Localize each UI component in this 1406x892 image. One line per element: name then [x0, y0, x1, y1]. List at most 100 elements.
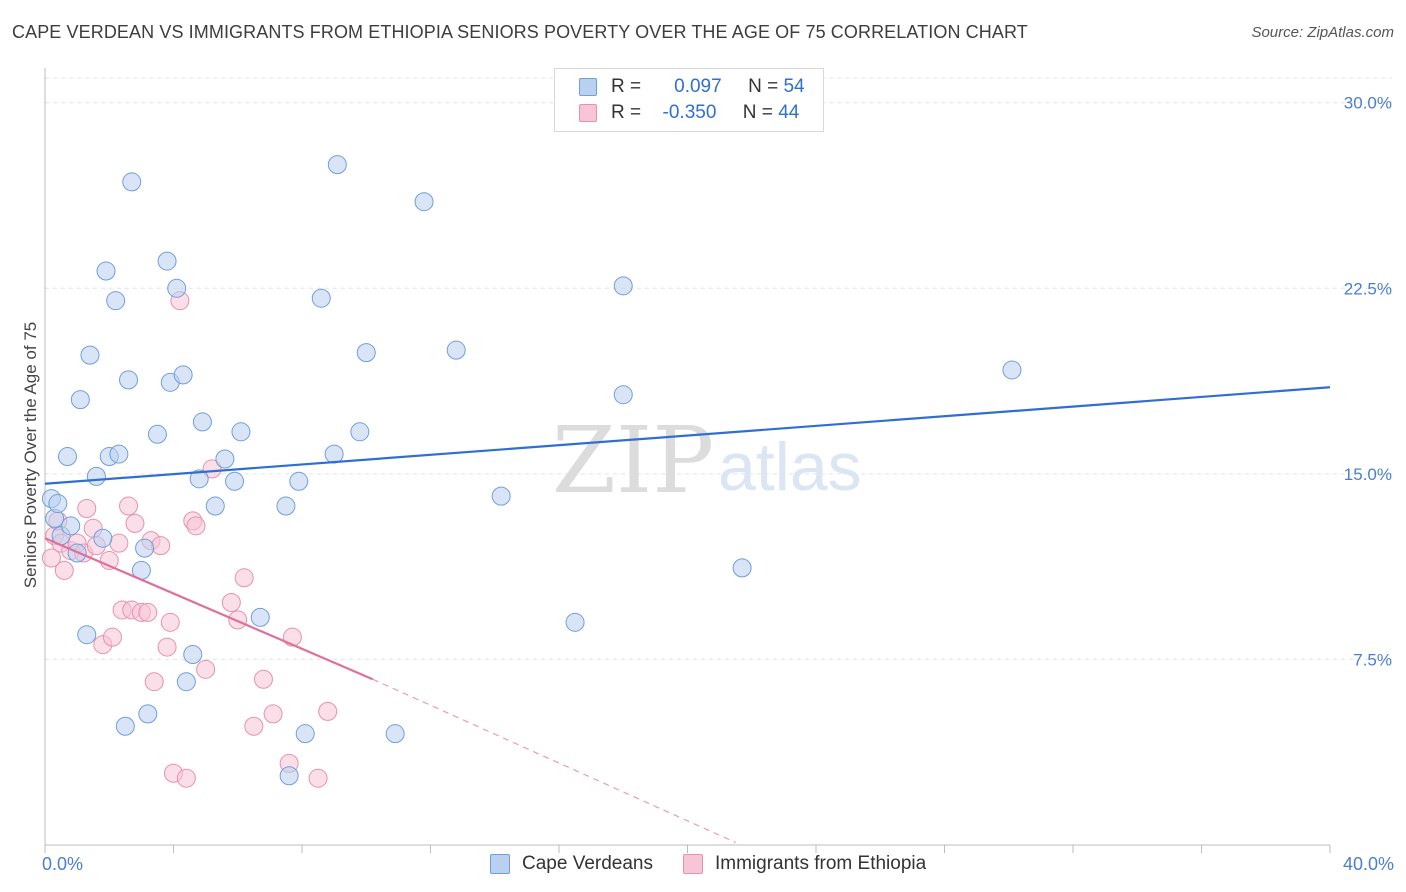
- data-point-cape-verdean: [57, 447, 77, 467]
- y-tick-label: 15.0%: [1344, 465, 1392, 484]
- legend-r-value: 0.097: [674, 76, 722, 97]
- legend-item-cape-verdeans[interactable]: Cape Verdeans: [490, 853, 653, 875]
- series-legend: Cape Verdeans Immigrants from Ethiopia: [490, 851, 956, 877]
- correlation-legend: R = 0.097 N = 54 R = -0.350 N = 44: [554, 68, 824, 132]
- data-point-cape-verdean: [70, 390, 90, 410]
- data-point-cape-verdean: [189, 469, 209, 489]
- legend-n-value: 54: [783, 76, 805, 97]
- data-point-cape-verdean: [295, 724, 315, 744]
- data-point-ethiopia: [125, 513, 145, 533]
- trend-line-cape-verdean: [44, 386, 1331, 485]
- data-point-ethiopia: [308, 768, 328, 788]
- data-point-ethiopia: [228, 610, 248, 630]
- data-point-cape-verdean: [115, 716, 135, 736]
- watermark-atlas: atlas: [718, 429, 862, 505]
- data-point-cape-verdean: [324, 444, 344, 464]
- data-point-ethiopia: [54, 560, 74, 580]
- legend-swatch-pink: [579, 104, 597, 122]
- data-point-cape-verdean: [173, 365, 193, 385]
- data-point-cape-verdean: [135, 538, 155, 558]
- data-point-cape-verdean: [96, 261, 116, 281]
- y-tick-label: 7.5%: [1353, 650, 1392, 669]
- data-point-ethiopia: [109, 533, 129, 553]
- x-tick-labels: 0.0% 40.0%: [42, 854, 1394, 874]
- data-point-cape-verdean: [183, 644, 203, 664]
- legend-swatch-pink: [683, 854, 703, 874]
- legend-r-value: -0.350: [662, 102, 717, 123]
- y-tick-label: 22.5%: [1344, 279, 1392, 298]
- data-point-cape-verdean: [613, 385, 633, 405]
- data-point-ethiopia: [253, 669, 273, 689]
- data-point-cape-verdean: [311, 288, 331, 308]
- data-point-cape-verdean: [61, 516, 81, 536]
- data-point-cape-verdean: [138, 704, 158, 724]
- legend-n-label: N =: [742, 102, 773, 123]
- data-point-cape-verdean: [613, 276, 633, 296]
- data-point-cape-verdean: [356, 343, 376, 363]
- axes: [44, 68, 1331, 853]
- data-point-cape-verdean: [279, 766, 299, 786]
- data-point-cape-verdean: [176, 672, 196, 692]
- data-point-cape-verdean: [276, 496, 296, 516]
- data-point-ethiopia: [196, 659, 216, 679]
- legend-row-ethiopia: R = -0.350 N = 44: [579, 100, 799, 126]
- data-point-cape-verdean: [446, 340, 466, 360]
- data-point-cape-verdean: [1002, 360, 1022, 380]
- series-cape-verdean-points: [41, 155, 1022, 786]
- legend-label-ethiopia: Immigrants from Ethiopia: [715, 853, 927, 874]
- data-point-ethiopia: [77, 499, 97, 519]
- data-point-ethiopia: [221, 593, 241, 613]
- data-point-ethiopia: [119, 496, 139, 516]
- legend-row-cape-verdean: R = 0.097 N = 54: [579, 74, 805, 100]
- data-point-cape-verdean: [414, 192, 434, 212]
- data-point-ethiopia: [138, 602, 158, 622]
- chart-title: CAPE VERDEAN VS IMMIGRANTS FROM ETHIOPIA…: [12, 22, 1028, 42]
- data-point-cape-verdean: [385, 724, 405, 744]
- data-point-ethiopia: [160, 612, 180, 632]
- y-tick-labels: 7.5% 15.0% 22.5% 30.0%: [1344, 94, 1392, 670]
- data-point-cape-verdean: [122, 172, 142, 192]
- legend-n-label: N =: [748, 76, 779, 97]
- data-point-cape-verdean: [205, 496, 225, 516]
- data-point-cape-verdean: [147, 424, 167, 444]
- data-point-cape-verdean: [192, 412, 212, 432]
- trend-line-ethiopia: [44, 537, 374, 681]
- data-point-cape-verdean: [77, 625, 97, 645]
- data-point-ethiopia: [263, 704, 283, 724]
- legend-r-label: R =: [611, 102, 642, 123]
- data-point-cape-verdean: [86, 466, 106, 486]
- data-point-cape-verdean: [231, 422, 251, 442]
- data-point-ethiopia: [102, 627, 122, 647]
- x-tick-label: 40.0%: [1343, 854, 1394, 874]
- legend-n-value: 44: [778, 102, 800, 123]
- data-point-cape-verdean: [48, 494, 68, 514]
- legend-swatch-blue: [579, 78, 597, 96]
- legend-item-ethiopia[interactable]: Immigrants from Ethiopia: [683, 853, 926, 875]
- data-point-cape-verdean: [167, 278, 187, 298]
- data-point-cape-verdean: [215, 449, 235, 469]
- data-point-cape-verdean: [350, 422, 370, 442]
- series-ethiopia-points: [41, 291, 338, 788]
- data-point-ethiopia: [244, 716, 264, 736]
- watermark-zip: ZIP: [552, 407, 714, 514]
- data-point-cape-verdean: [109, 444, 129, 464]
- data-point-cape-verdean: [157, 251, 177, 271]
- data-point-cape-verdean: [106, 291, 126, 311]
- data-point-ethiopia: [176, 768, 196, 788]
- source-label: Source: ZipAtlas.com: [1251, 24, 1394, 41]
- legend-r-label: R =: [611, 76, 642, 97]
- data-point-ethiopia: [151, 536, 171, 556]
- data-point-ethiopia: [41, 548, 61, 568]
- data-point-ethiopia: [202, 459, 222, 479]
- data-point-cape-verdean: [327, 155, 347, 175]
- y-tick-label: 30.0%: [1344, 94, 1392, 113]
- data-point-cape-verdean: [491, 486, 511, 506]
- data-point-cape-verdean: [80, 345, 100, 365]
- data-point-cape-verdean: [119, 370, 139, 390]
- data-point-ethiopia: [318, 701, 338, 721]
- data-point-cape-verdean: [250, 607, 270, 627]
- data-point-cape-verdean: [93, 528, 113, 548]
- data-point-ethiopia: [234, 568, 254, 588]
- x-tick-label: 0.0%: [42, 854, 83, 874]
